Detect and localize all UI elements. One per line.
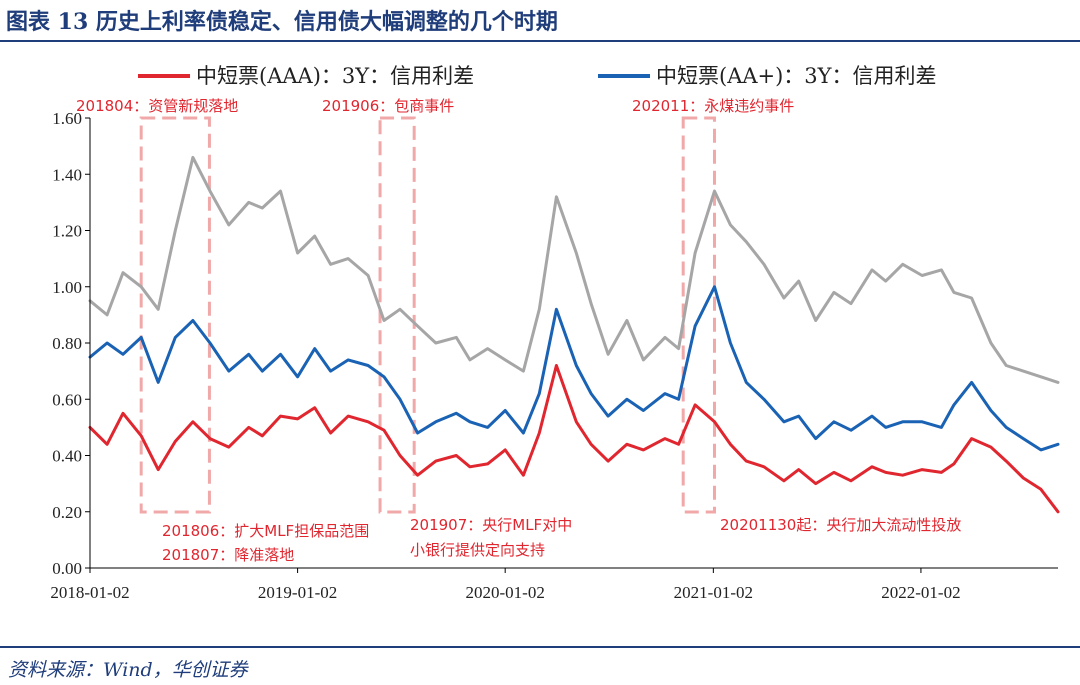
shaded-period-1 bbox=[378, 116, 416, 514]
x-tick-label-2: 2020-01-02 bbox=[466, 583, 545, 602]
y-tick-label-4: 0.80 bbox=[52, 334, 82, 353]
annotation-201804: 201804：资管新规落地 bbox=[76, 97, 238, 115]
y-tick-label-0: 0.00 bbox=[52, 559, 82, 578]
series-line-1 bbox=[88, 285, 1060, 452]
y-tick-label-2: 0.40 bbox=[52, 447, 82, 466]
annotation-202011: 202011：永煤违约事件 bbox=[632, 97, 794, 115]
shaded-period-2 bbox=[681, 116, 716, 514]
y-ticks: 0.00 0.20 0.40 0.60 0.80 1.00 1.20 1.40 1.60 bbox=[52, 109, 90, 578]
x-tick-label-4: 2022-01-02 bbox=[881, 583, 960, 602]
y-tick-label-1: 0.20 bbox=[52, 503, 82, 522]
credit-spread-chart: 0.00 0.20 0.40 0.60 0.80 1.00 1.20 1.40 1.60 201… bbox=[50, 64, 1060, 602]
legend-label-aaa: 中短票(AAA)：3Y：信用利差 bbox=[196, 64, 474, 88]
axes bbox=[89, 118, 1058, 569]
annotation-201807: 201807：降准落地 bbox=[162, 546, 294, 564]
x-tick-label-1: 2019-01-02 bbox=[258, 583, 337, 602]
series-line-2 bbox=[88, 155, 1060, 384]
y-tick-label-3: 0.60 bbox=[52, 390, 82, 409]
series-line-0 bbox=[88, 364, 1060, 514]
y-tick-label-5: 1.00 bbox=[52, 278, 82, 297]
annotation-201806: 201806：扩大MLF担保品范围 bbox=[162, 522, 369, 540]
annotation-201907-line2: 小银行提供定向支持 bbox=[410, 541, 545, 559]
y-tick-label-6: 1.20 bbox=[52, 222, 82, 241]
shaded-periods bbox=[139, 116, 716, 514]
shaded-period-0 bbox=[139, 116, 211, 514]
y-tick-label-7: 1.40 bbox=[52, 165, 82, 184]
legend-label-aa-plus: 中短票(AA+)：3Y：信用利差 bbox=[656, 64, 937, 88]
figure-title: 图表 13 历史上利率债稳定、信用债大幅调整的几个时期 bbox=[6, 9, 558, 35]
annotations: 201804：资管新规落地 201906：包商事件 202011：永煤违约事件 … bbox=[76, 97, 961, 564]
x-tick-label-3: 2021-01-02 bbox=[674, 583, 753, 602]
series-lines bbox=[88, 155, 1060, 514]
annotation-201907-line1: 201907：央行MLF对中 bbox=[410, 516, 572, 534]
x-ticks: 2018-01-02 2019-01-02 2020-01-02 2021-01-02… bbox=[50, 568, 961, 602]
source-rule bbox=[0, 646, 1080, 648]
annotation-20201130: 20201130起：央行加大流动性投放 bbox=[720, 516, 961, 534]
source-note: 资料来源：Wind，华创证券 bbox=[8, 659, 248, 681]
legend: 中短票(AAA)：3Y：信用利差 中短票(AA+)：3Y：信用利差 bbox=[138, 64, 937, 88]
annotation-201906: 201906：包商事件 bbox=[322, 97, 454, 115]
title-rule bbox=[0, 40, 1080, 42]
y-tick-label-8: 1.60 bbox=[52, 109, 82, 128]
x-tick-label-0: 2018-01-02 bbox=[50, 583, 129, 602]
